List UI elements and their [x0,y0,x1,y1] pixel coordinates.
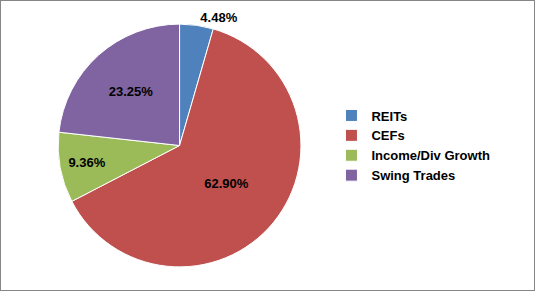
svg-text:Swing Trades: Swing Trades [371,168,455,183]
svg-text:9.36%: 9.36% [68,155,105,170]
svg-text:Income/Div Growth: Income/Div Growth [371,148,490,163]
svg-text:62.90%: 62.90% [204,176,249,191]
svg-text:4.48%: 4.48% [200,10,237,25]
svg-text:CEFs: CEFs [371,128,404,143]
svg-text:REITs: REITs [371,109,407,124]
svg-text:23.25%: 23.25% [109,84,154,99]
